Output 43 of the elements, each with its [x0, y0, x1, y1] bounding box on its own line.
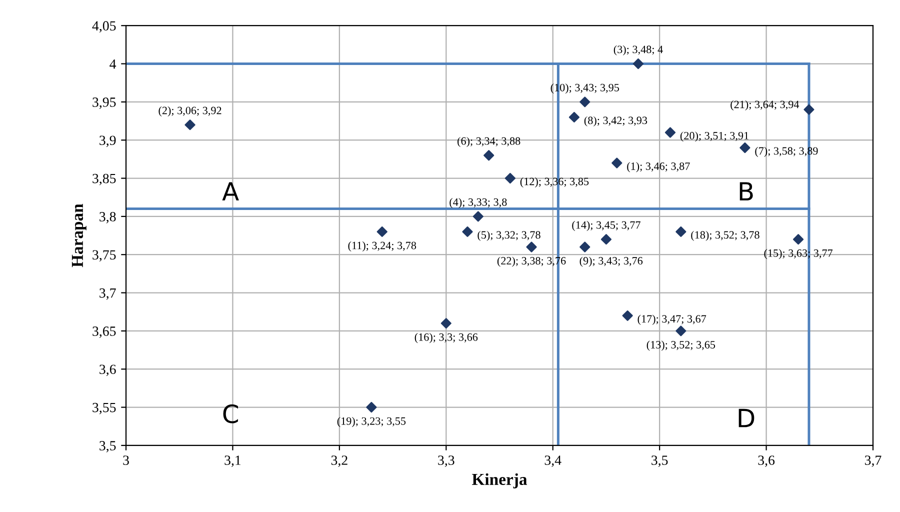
data-label: (2); 3,06; 3,92 [158, 106, 222, 116]
annotation: D [738, 408, 754, 428]
data-label: (16); 3,3; 3,66 [414, 333, 478, 344]
y-tick-label: 3,6 [100, 364, 116, 376]
x-tick-label: 3 [123, 456, 129, 465]
y-tick-label: 4 [110, 59, 116, 69]
data-label: (11); 3,24; 3,78 [348, 241, 416, 252]
y-tick-label: 3,75 [92, 250, 116, 262]
y-tick-label: 3,8 [100, 212, 116, 224]
data-label: (18); 3,52; 3,78 [691, 230, 760, 241]
annotation: A [222, 182, 239, 200]
y-tick-label: 3,5 [100, 441, 116, 452]
data-label: (9); 3,43; 3,76 [580, 256, 643, 267]
data-label: (8); 3,42; 3,93 [584, 116, 648, 126]
y-tick-label: 3,85 [92, 174, 116, 186]
data-label: (4); 3,33; 3,8 [450, 198, 507, 208]
x-tick-label: 3,3 [438, 456, 454, 467]
data-label: (5); 3,32; 3,78 [478, 230, 540, 241]
y-tick-label: 3,7 [100, 288, 116, 300]
data-label: (14); 3,45; 3,77 [572, 220, 640, 232]
y-tick-label: 4,05 [92, 21, 116, 33]
x-tick-label: 3,2 [331, 456, 348, 467]
annotation: B [740, 182, 753, 200]
y-tick-label: 3,9 [100, 136, 116, 148]
x-axis-title: Kinerja [472, 473, 528, 488]
data-label: (3); 3,48; 4 [614, 45, 663, 56]
data-label: (21); 3,64; 3,94 [730, 100, 800, 110]
y-tick-label: 3,95 [92, 98, 116, 109]
x-tick-label: 3,5 [652, 456, 668, 467]
annotation: C [223, 404, 238, 424]
y-tick-label: 3,55 [92, 402, 116, 414]
x-tick-label: 3,1 [224, 456, 241, 467]
data-label: (1); 3,46; 3,87 [627, 162, 690, 172]
data-label: (6); 3,34; 3,88 [458, 136, 520, 148]
y-axis-title: Harapan [72, 204, 86, 268]
data-label: (19); 3,23; 3,55 [337, 416, 406, 428]
data-label: (17); 3,47; 3,67 [638, 314, 706, 325]
data-label: (20); 3,51; 3,91 [680, 132, 748, 142]
x-tick-label: 3,4 [544, 456, 562, 467]
y-tick-label: 3,65 [92, 326, 116, 338]
x-tick-label: 3,7 [864, 456, 882, 467]
data-label: (13); 3,52; 3,65 [646, 340, 716, 351]
x-tick-label: 3,6 [758, 456, 775, 467]
